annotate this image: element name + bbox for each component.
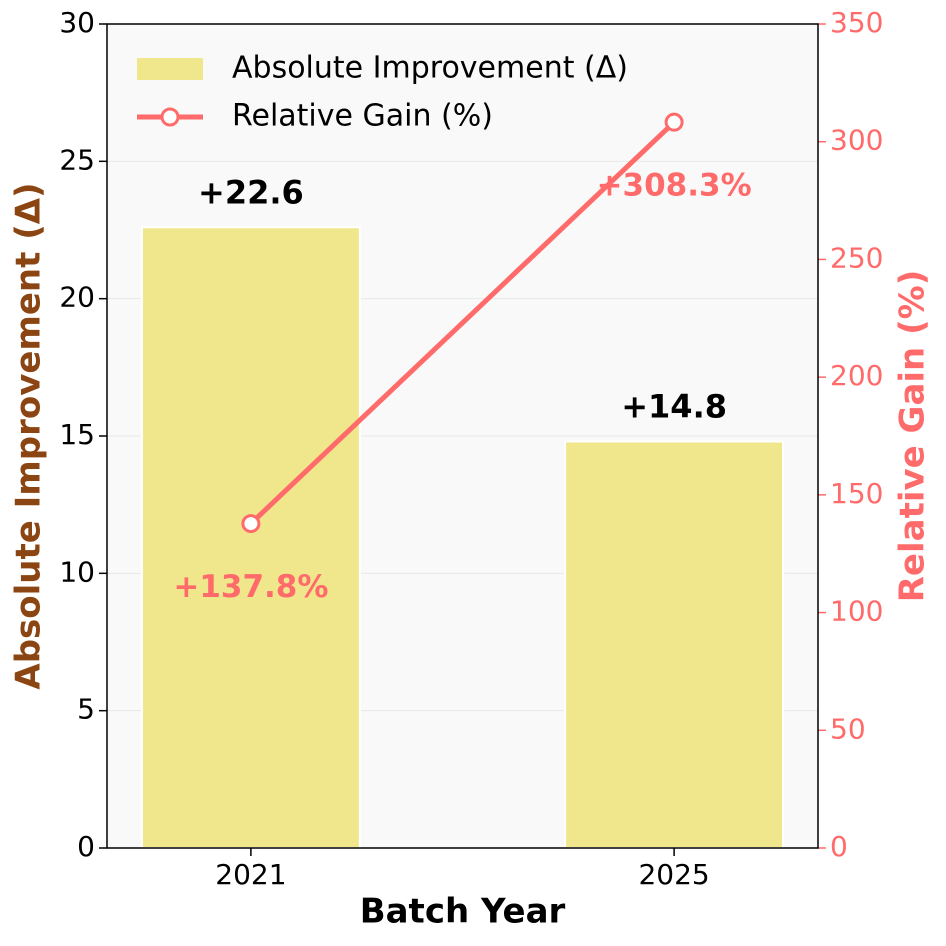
bar [564,440,785,849]
line-value-label: +308.3% [597,168,752,204]
y2-tick-label: 300 [830,124,883,157]
y2-tick-label: 0 [830,830,848,863]
y-tick-label: 25 [59,143,95,176]
y2-tick-label: 200 [830,359,883,392]
y2-tick-label: 150 [830,477,883,510]
line-marker [664,112,684,132]
plot-frame [106,23,819,849]
y-tick-label: 10 [59,555,95,588]
legend-label: Relative Gain (%) [232,99,493,134]
y-axis-label: Absolute Improvement (Δ) [9,182,49,689]
legend-swatch [137,58,203,80]
bar-value-label: +14.8 [621,387,727,425]
line [249,120,676,526]
line-marker [241,514,261,534]
y2-axis-label: Relative Gain (%) [893,270,933,603]
y2-tick-label: 250 [830,241,883,274]
x-axis-label: Batch Year [360,892,566,932]
y2-tick-label: 100 [830,595,883,628]
y-tick-label: 5 [77,693,95,726]
line-value-label: +137.8% [173,569,328,605]
legend-label: Absolute Improvement (Δ) [232,51,628,86]
legend-marker [160,107,180,127]
bar-value-label: +22.6 [198,173,304,211]
y-tick-label: 0 [77,830,95,863]
y2-tick-label: 350 [830,6,883,39]
y-tick-label: 20 [59,281,95,314]
y-tick-label: 30 [59,6,95,39]
x-tick-label: 2025 [638,858,709,891]
x-tick-label: 2021 [215,858,286,891]
y-tick-label: 15 [59,418,95,451]
y2-tick-label: 50 [830,712,866,745]
bar [140,226,361,849]
